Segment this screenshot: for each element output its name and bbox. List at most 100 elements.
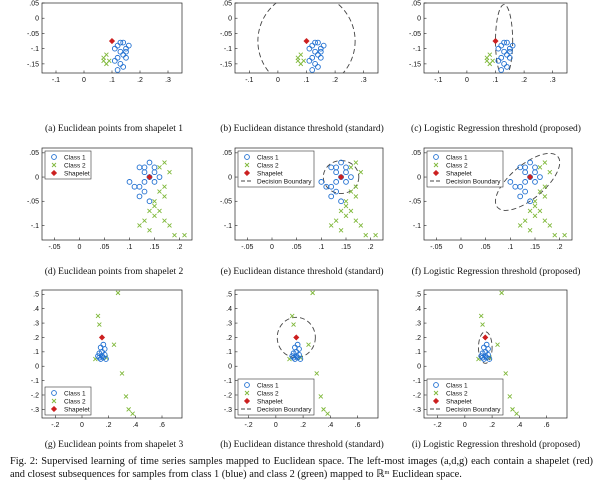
class2-point xyxy=(358,223,364,228)
class1-point xyxy=(483,354,490,361)
x-tick-label: .15 xyxy=(341,244,351,251)
class1-point xyxy=(136,164,143,171)
class1-point xyxy=(328,193,335,200)
class1-point xyxy=(343,179,349,185)
caption-c: (c) Logistic Regression threshold (propo… xyxy=(411,124,581,134)
class2-point xyxy=(182,232,187,238)
class2-point xyxy=(333,218,339,223)
x-tick-label: -.1 xyxy=(245,77,253,84)
class1-point xyxy=(482,353,489,360)
x-tick-label: -.05 xyxy=(48,244,60,251)
caption-f: (f) Logistic Regression threshold (propo… xyxy=(411,267,581,277)
x-tick-label: .2 xyxy=(106,422,112,429)
class2-point xyxy=(542,194,548,199)
y-tick-label: -.05 xyxy=(220,199,232,206)
y-tick-label: .05 xyxy=(222,0,232,7)
class1-point xyxy=(315,51,321,58)
class1-point xyxy=(290,354,297,361)
legend-label: Shapelet xyxy=(257,398,283,405)
class1-point xyxy=(123,54,129,61)
class1-point xyxy=(522,169,528,176)
class2-point xyxy=(318,394,324,399)
points-layer xyxy=(476,290,519,417)
legend-label: Shapelet xyxy=(64,406,90,413)
class1-point xyxy=(309,67,316,73)
class1-point xyxy=(495,45,502,52)
class2-point xyxy=(310,290,315,296)
class2-point xyxy=(547,169,553,175)
class1-point xyxy=(111,45,118,52)
class1-point xyxy=(485,346,491,352)
x-tick-label: .1 xyxy=(507,244,513,251)
legend-label: Class 2 xyxy=(64,398,86,405)
class2-point xyxy=(348,189,354,194)
y-tick-label: -.1 xyxy=(31,46,39,53)
class1-point xyxy=(117,39,124,46)
y-tick-label: .1 xyxy=(33,349,39,356)
legend-label: Class 1 xyxy=(64,154,86,161)
y-tick-label: -.1 xyxy=(224,378,232,385)
class1-point xyxy=(498,67,505,73)
class2-point xyxy=(314,371,320,376)
class1-point xyxy=(136,183,143,190)
plot-b: -.1 0 .1 .2 .3 .05 0 -.05 -.1 -.15 xyxy=(220,0,379,84)
y-tick-label: .4 xyxy=(415,306,421,313)
x-tick-label: .4 xyxy=(327,422,333,429)
decision-boundary xyxy=(257,3,356,73)
class2-point xyxy=(167,169,172,175)
legend-label: Shapelet xyxy=(64,170,90,177)
y-tick-label: .2 xyxy=(226,335,232,342)
points-layer xyxy=(101,37,132,73)
class1-point xyxy=(141,169,148,176)
axes-box xyxy=(234,147,384,241)
y-tick-label: .3 xyxy=(33,320,39,327)
shapelet-point xyxy=(303,37,310,45)
caption-b: (b) Euclidean distance threshold (standa… xyxy=(220,124,384,134)
legend-label: Decision Boundary xyxy=(446,406,501,413)
class1-point xyxy=(522,188,528,195)
class1-point xyxy=(315,39,321,46)
plot-g: -.2 0 .2 .4 .6 .5 .4 .3 .2 .1 0 -.1 -.2 -.3 Class 1Cla… xyxy=(31,289,183,429)
y-tick-label: 0 xyxy=(35,364,39,371)
plot-h: -.2 0 .2 .4 .6 .5 .4 .3 .2 .1 0 -.1 -.2 -.3 Class 1Cla… xyxy=(224,289,379,429)
class1-point xyxy=(506,45,513,52)
class2-point xyxy=(484,58,490,64)
class2-point xyxy=(547,223,553,228)
y-tick-label: -.15 xyxy=(27,61,39,68)
legend-class1-marker xyxy=(433,382,439,388)
class1-point xyxy=(141,188,148,195)
axes-box xyxy=(41,147,193,241)
class1-point xyxy=(522,164,528,171)
class1-point xyxy=(306,57,313,64)
class2-point xyxy=(338,208,344,214)
class1-point xyxy=(117,48,124,55)
x-tick-label: 0 xyxy=(82,77,86,84)
class2-point xyxy=(527,227,533,233)
legend-shapelet-marker xyxy=(432,169,440,177)
class2-point xyxy=(537,189,543,194)
y-tick-label: 0 xyxy=(417,16,421,23)
class1-point xyxy=(312,61,318,67)
class2-point xyxy=(343,203,349,209)
class1-point xyxy=(323,183,330,190)
caption-d: (d) Euclidean points from shapelet 2 xyxy=(44,267,184,277)
class1-point xyxy=(141,164,148,171)
legend-label: Shapelet xyxy=(446,398,472,405)
legend-class2-marker xyxy=(433,162,439,168)
y-tick-label: -.1 xyxy=(224,46,232,53)
class2-point xyxy=(499,290,504,296)
class1-point xyxy=(125,42,132,49)
class2-point xyxy=(137,223,142,228)
class1-point xyxy=(537,174,543,180)
x-tick-label: .2 xyxy=(521,77,527,84)
x-tick-label: .2 xyxy=(557,244,563,251)
class2-point xyxy=(353,218,359,223)
x-tick-label: .3 xyxy=(550,77,556,84)
class2-point xyxy=(101,58,106,64)
points-layer xyxy=(484,4,516,73)
class2-point xyxy=(130,411,135,417)
y-tick-label: -.2 xyxy=(224,392,232,399)
